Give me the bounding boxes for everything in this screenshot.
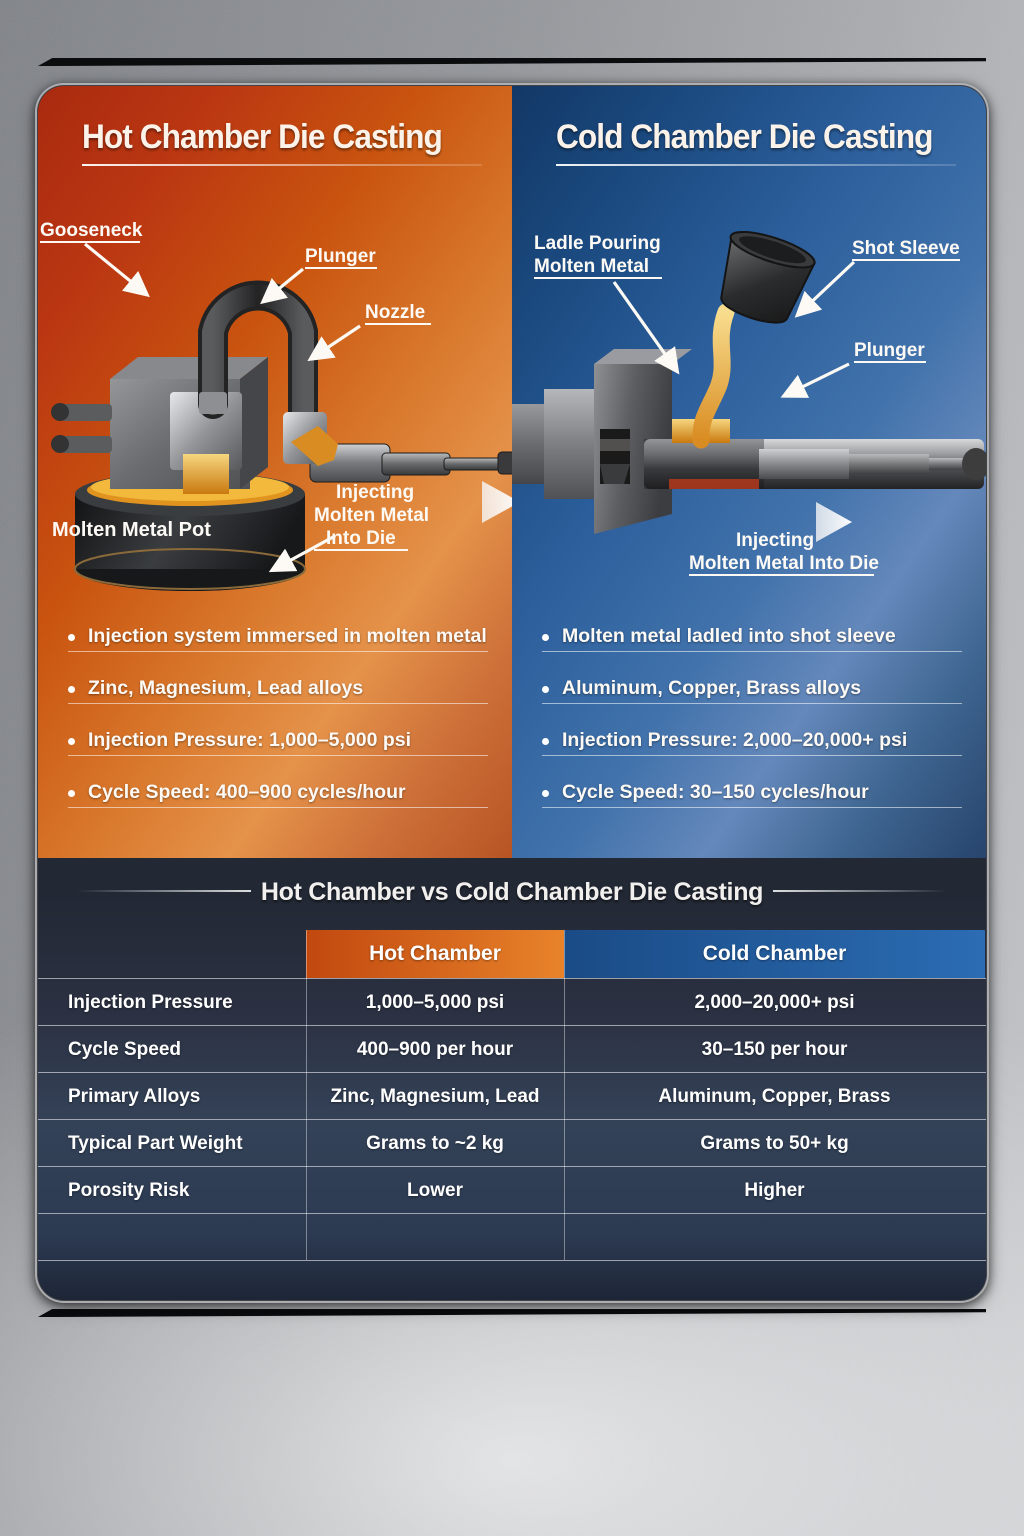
- svg-text:Plunger: Plunger: [305, 246, 376, 267]
- svg-text:Nozzle: Nozzle: [365, 302, 425, 323]
- svg-text:Molten Metal: Molten Metal: [534, 256, 649, 277]
- svg-text:Molten Metal: Molten Metal: [314, 505, 429, 526]
- svg-text:Plunger: Plunger: [854, 340, 925, 361]
- svg-text:Ladle Pouring: Ladle Pouring: [534, 233, 661, 254]
- svg-text:Molten Metal Pot: Molten Metal Pot: [52, 519, 211, 541]
- svg-text:Shot Sleeve: Shot Sleeve: [852, 238, 960, 259]
- svg-text:Injecting: Injecting: [336, 482, 414, 503]
- svg-text:Into Die: Into Die: [326, 528, 396, 549]
- svg-text:Gooseneck: Gooseneck: [40, 220, 143, 241]
- svg-text:Molten Metal Into Die: Molten Metal Into Die: [689, 553, 879, 574]
- svg-text:Injecting: Injecting: [736, 530, 814, 551]
